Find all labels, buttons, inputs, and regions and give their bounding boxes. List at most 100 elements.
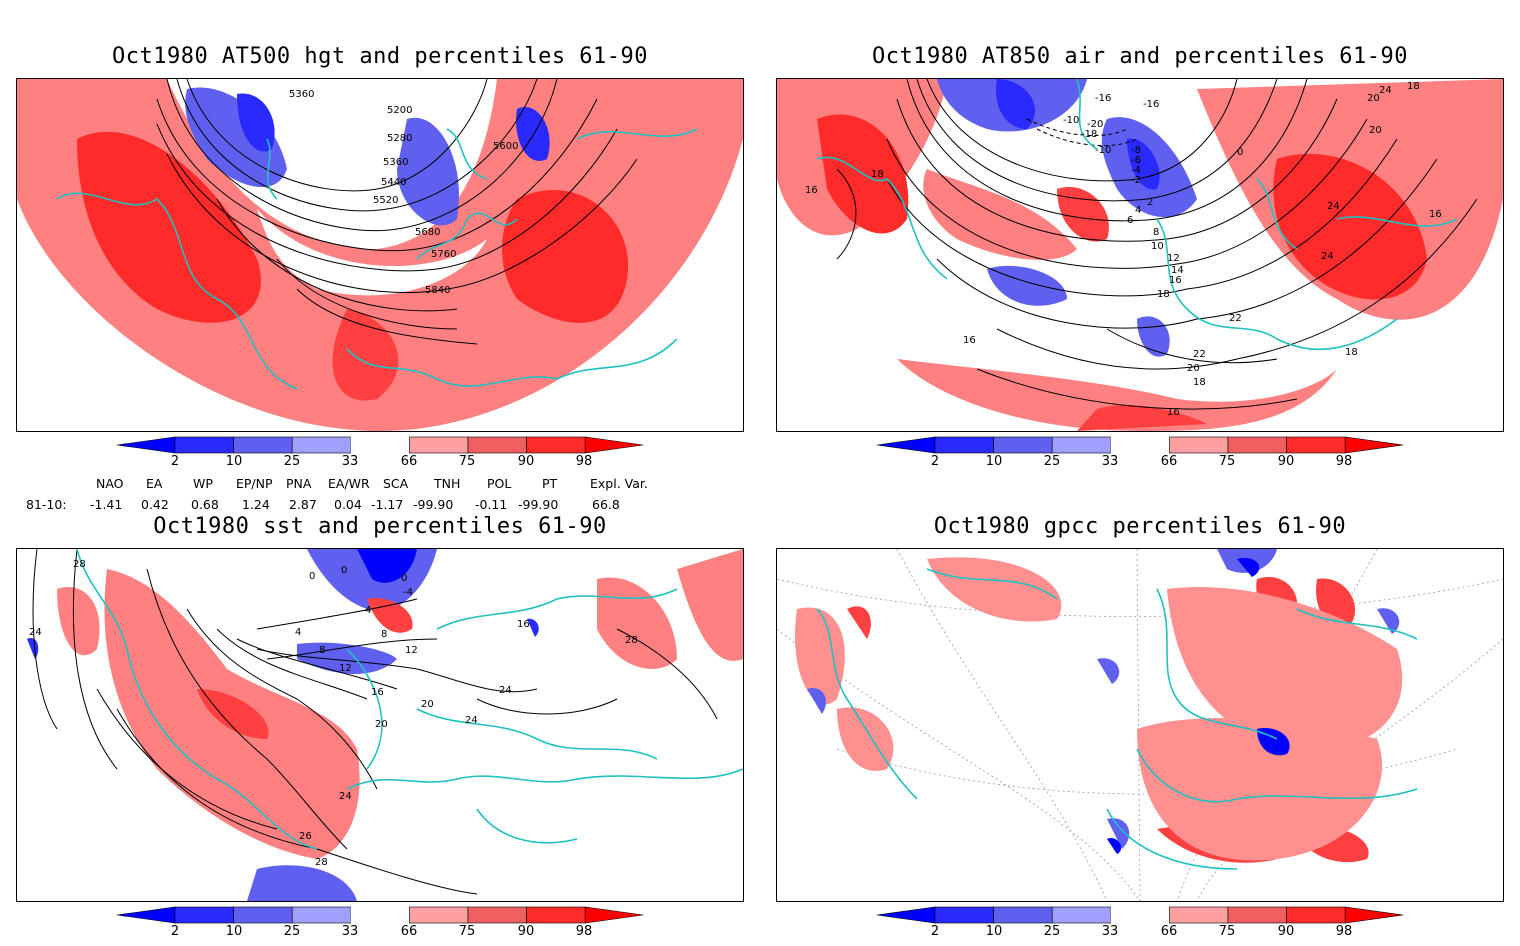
contour-label: -18 [1081,129,1097,140]
colorbar-arrow-high [1344,906,1404,924]
map-gpcc-svg [777,549,1503,901]
colorbar-tick: 90 [517,924,535,939]
colorbar-arrow-high [584,436,644,454]
contour-label: 0 [401,573,407,584]
contour-label: 6 [1127,215,1133,226]
contour-label: 20 [375,719,388,730]
contour-label: 24 [29,627,42,638]
contour-label: 4 [1135,205,1141,216]
colorbar-tick: 98 [1335,924,1353,939]
contour-label: 2 [1147,197,1153,208]
contour-label: 24 [1379,85,1392,96]
colorbar-air850: 2 10 25 33 66 75 90 98 [875,436,1405,476]
indices-header-wp: WP [193,476,213,491]
contour-label: 18 [1407,81,1420,92]
colorbar-tick: 10 [225,454,243,469]
colorbar-tick: 33 [1101,454,1119,469]
colorbar-arrow-low [876,906,936,924]
colorbar-tick: 66 [400,454,418,469]
colorbar-tick: 66 [1160,454,1178,469]
contour-label: 20 [1369,125,1382,136]
contour-label: 12 [1167,253,1180,264]
contour-label: 16 [1167,407,1180,418]
colorbar-segment [934,436,994,454]
indices-value-sca: -1.17 [371,497,404,512]
colorbar-segment [350,907,410,923]
colorbar-segment [1051,436,1112,454]
contour-label: 20 [1367,93,1380,104]
indices-header-epnp: EP/NP [236,476,273,491]
colorbar-tick: 66 [1160,924,1178,939]
colorbar-segment [467,906,527,924]
colorbar-tick: 98 [575,924,593,939]
colorbar-segment [174,436,234,454]
indices-value-tnh: -99.90 [413,497,454,512]
indices-header-explvar: Expl. Var. [590,476,648,491]
map-sst-svg: 28 24 0 0 -4 0 4 8 4 8 12 16 16 20 12 20… [27,549,743,901]
colorbar-segment [1169,436,1229,454]
contour-label: 8 [381,629,387,640]
contour-label: 5520 [373,195,398,206]
colorbar-segment [467,436,527,454]
colorbar-tick: 66 [400,924,418,939]
contour-label: -8 [1131,145,1141,156]
contour-label: 20 [421,699,434,710]
contour-label: 18 [1157,289,1170,300]
colorbar-segment [291,906,352,924]
indices-header-ea: EA [146,476,163,491]
colorbar-segment [1286,906,1346,924]
colorbar-tick: 98 [1335,454,1353,469]
indices-header-nao: NAO [96,476,124,491]
contour-label: 16 [1169,275,1182,286]
panel-title-gpcc: Oct1980 gpcc percentiles 61-90 [933,514,1347,539]
indices-value-pna: 2.87 [289,497,317,512]
contour-label: 18 [1345,347,1358,358]
colorbar-hgt500: 2 10 25 33 66 75 90 98 [115,436,645,476]
contour-label: 24 [1327,201,1340,212]
colorbar-segment [233,436,293,454]
contour-label: 5200 [387,105,412,116]
contour-label: -2 [1131,175,1141,186]
contour-label: 16 [805,185,818,196]
colorbar-tick: 2 [170,454,180,469]
colorbar-segment [993,906,1053,924]
colorbar-tick: 75 [458,924,476,939]
colorbar-arrow-low [876,436,936,454]
contour-label: 22 [1229,313,1242,324]
colorbar-segment [1227,436,1287,454]
colorbar-tick: 10 [985,454,1003,469]
contour-label: 0 [1237,147,1243,158]
map-field-hgt500 [17,79,743,431]
contour-label: 0 [309,571,315,582]
contour-label: 28 [625,635,638,646]
contour-label: 16 [963,335,976,346]
colorbar-tick: 10 [225,924,243,939]
contour-label: 4 [365,605,371,616]
indices-value-nao: -1.41 [90,497,123,512]
colorbar-segment [526,436,586,454]
indices-value-epnp: 1.24 [242,497,270,512]
contour-label: 16 [1429,209,1442,220]
contour-label: 24 [465,715,478,726]
colorbar-segment [350,437,410,453]
contour-label: 26 [299,831,312,842]
indices-value-pt: -99.90 [518,497,559,512]
colorbar-segment [934,906,994,924]
contour-label: 12 [339,663,352,674]
contour-label: 5600 [493,141,518,152]
colorbar-tick: 33 [341,454,359,469]
contour-label: -10 [1063,115,1079,126]
contour-label: 0 [341,565,347,576]
colorbar-segment [1227,906,1287,924]
contour-label: -16 [1143,99,1159,110]
colorbar-tick: 90 [1277,454,1295,469]
contour-label: 8 [319,645,325,656]
indices-value-wp: 0.68 [191,497,219,512]
colorbar-segment [526,906,586,924]
map-hgt500-svg: 5360 5200 5280 5360 5440 5520 5600 5680 … [17,79,743,431]
contour-label: 18 [871,169,884,180]
colorbar-tick: 25 [283,454,301,469]
contour-label: 24 [1321,251,1334,262]
contour-label: 16 [371,687,384,698]
contour-label: 10 [1151,241,1164,252]
